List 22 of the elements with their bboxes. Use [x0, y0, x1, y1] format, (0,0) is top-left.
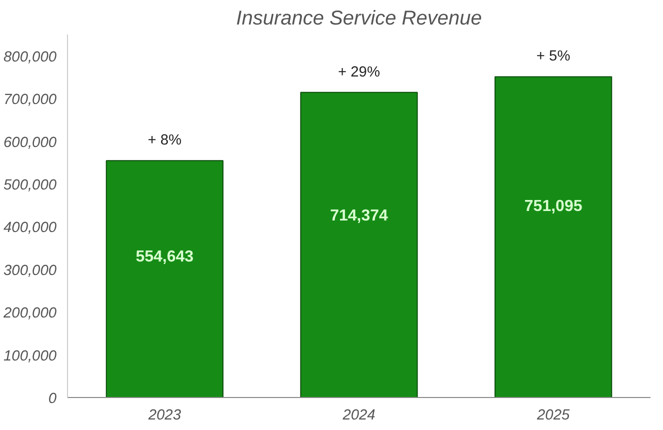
y-tick-label: 700,000 [4, 92, 58, 108]
bar [106, 160, 224, 398]
data-label: 554,643 [136, 248, 194, 266]
annotation: + 8% [148, 132, 182, 149]
y-tick-label: 100,000 [4, 348, 58, 364]
y-tick-label: 0 [48, 391, 58, 407]
data-label: 751,095 [524, 198, 582, 216]
annotation: + 29% [338, 64, 380, 80]
chart-title: Insurance Service Revenue [236, 8, 482, 30]
y-tick-label: 200,000 [2, 306, 58, 322]
annotation: + 5% [536, 48, 570, 65]
y-tick-label: 600,000 [4, 134, 58, 151]
x-tick-label: 2023 [147, 408, 182, 424]
y-tick-label: 800,000 [4, 49, 58, 66]
data-label: 714,374 [330, 207, 388, 224]
bar [494, 76, 612, 398]
y-tick-label: 500,000 [4, 177, 58, 194]
x-tick-label: 2025 [536, 408, 570, 424]
y-tick-label: 300,000 [4, 262, 58, 279]
y-tick-label: 400,000 [4, 220, 58, 236]
x-tick-label: 2024 [342, 408, 376, 424]
bar [300, 92, 418, 398]
